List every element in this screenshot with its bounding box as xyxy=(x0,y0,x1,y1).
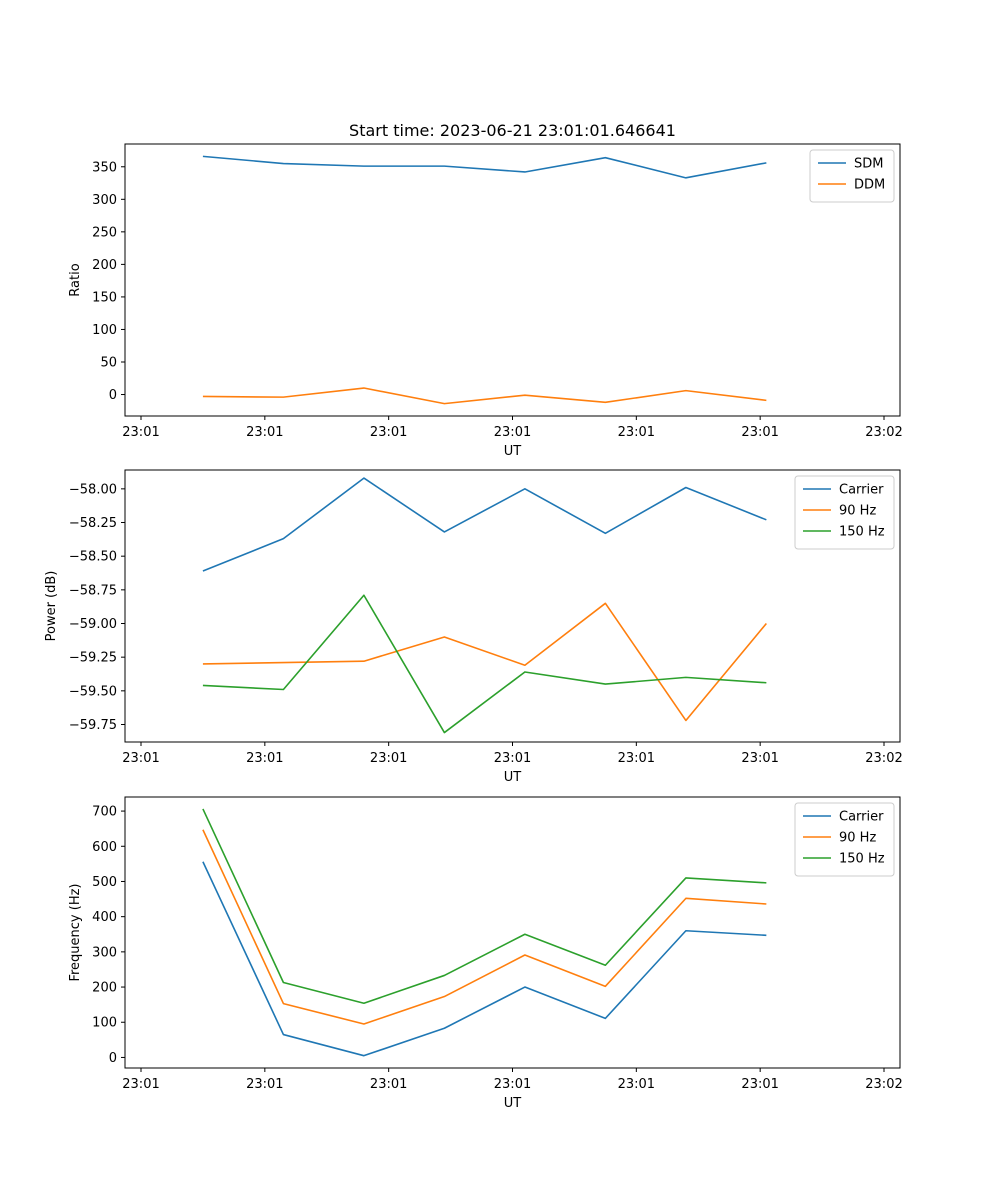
legend-label: 150 Hz xyxy=(839,525,885,540)
x-tick-label: 23:02 xyxy=(865,425,902,440)
x-tick-label: 23:01 xyxy=(246,425,283,440)
x-tick-label: 23:01 xyxy=(494,1077,531,1092)
series-line-ddm xyxy=(202,387,767,405)
y-tick-label: 250 xyxy=(92,225,117,240)
x-tick-label: 23:02 xyxy=(865,751,902,766)
series-line-150-hz xyxy=(202,594,767,734)
y-tick-label: −59.75 xyxy=(69,718,117,733)
legend-label: Carrier xyxy=(839,483,884,498)
y-tick-label: 350 xyxy=(92,160,117,175)
figure-title: Start time: 2023-06-21 23:01:01.646641 xyxy=(349,121,676,140)
y-axis-label: Power (dB) xyxy=(44,571,59,642)
x-axis-label: UT xyxy=(504,770,522,785)
y-axis-label: Frequency (Hz) xyxy=(68,883,83,981)
legend: SDM DDM xyxy=(809,149,895,203)
y-tick-label: 300 xyxy=(92,193,117,208)
legend: Carrier 90 Hz 150 Hz xyxy=(794,475,895,550)
y-tick-label: 200 xyxy=(92,258,117,273)
series-line-90-hz xyxy=(202,829,767,1025)
y-tick-label: 500 xyxy=(92,875,117,890)
y-tick-label: −59.00 xyxy=(69,617,117,632)
legend: Carrier 90 Hz 150 Hz xyxy=(794,802,895,877)
legend-label: 90 Hz xyxy=(839,831,876,846)
x-tick-label: 23:01 xyxy=(618,1077,655,1092)
legend-label: 90 Hz xyxy=(839,504,876,519)
series-line-carrier xyxy=(202,477,767,572)
y-tick-label: 50 xyxy=(100,355,117,370)
y-tick-label: −58.25 xyxy=(69,516,117,531)
x-tick-label: 23:02 xyxy=(865,1077,902,1092)
axes-frame xyxy=(124,796,901,1069)
x-tick-label: 23:01 xyxy=(494,425,531,440)
chart-panel-1: 23:01 23:01 23:01 23:01 23:01 23:01 23:02 0 50 10… xyxy=(68,143,903,459)
x-axis-label: UT xyxy=(504,444,522,459)
x-tick-label: 23:01 xyxy=(494,751,531,766)
x-tick-label: 23:01 xyxy=(618,751,655,766)
chart-panel-2: 23:01 23:01 23:01 23:01 23:01 23:01 23:02 −59.7… xyxy=(44,469,903,785)
legend-label: SDM xyxy=(854,157,883,172)
x-tick-label: 23:01 xyxy=(122,425,159,440)
y-tick-label: 100 xyxy=(92,323,117,338)
x-tick-label: 23:01 xyxy=(618,425,655,440)
y-tick-label: 400 xyxy=(92,910,117,925)
x-tick-label: 23:01 xyxy=(741,425,778,440)
y-axis-label: Ratio xyxy=(68,263,83,296)
x-tick-label: 23:01 xyxy=(122,1077,159,1092)
series-line-carrier xyxy=(202,861,767,1057)
x-tick-label: 23:01 xyxy=(246,751,283,766)
axes-frame xyxy=(124,469,901,743)
series-line-90-hz xyxy=(202,602,767,722)
legend-label: 150 Hz xyxy=(839,852,885,867)
y-tick-label: −58.00 xyxy=(69,482,117,497)
x-axis-label: UT xyxy=(504,1096,522,1111)
y-tick-label: 700 xyxy=(92,805,117,820)
y-tick-label: 0 xyxy=(109,1051,117,1066)
legend-label: DDM xyxy=(854,178,885,193)
y-tick-label: −58.75 xyxy=(69,583,117,598)
y-tick-label: −59.25 xyxy=(69,651,117,666)
y-tick-label: 300 xyxy=(92,945,117,960)
y-tick-label: 200 xyxy=(92,981,117,996)
x-tick-label: 23:01 xyxy=(370,1077,407,1092)
y-tick-label: −58.50 xyxy=(69,550,117,565)
x-tick-label: 23:01 xyxy=(246,1077,283,1092)
legend-label: Carrier xyxy=(839,810,884,825)
x-tick-label: 23:01 xyxy=(741,1077,778,1092)
chart-panel-3: 23:01 23:01 23:01 23:01 23:01 23:01 23:02 0 100 2… xyxy=(68,796,903,1111)
y-tick-label: 0 xyxy=(109,388,117,403)
y-tick-label: 600 xyxy=(92,840,117,855)
series-line-150-hz xyxy=(202,808,767,1005)
y-tick-label: 150 xyxy=(92,290,117,305)
x-tick-label: 23:01 xyxy=(370,751,407,766)
series-line-sdm xyxy=(202,155,767,179)
axes-frame xyxy=(124,143,901,417)
x-tick-label: 23:01 xyxy=(741,751,778,766)
y-tick-label: −59.50 xyxy=(69,684,117,699)
x-tick-label: 23:01 xyxy=(122,751,159,766)
y-tick-label: 100 xyxy=(92,1016,117,1031)
x-tick-label: 23:01 xyxy=(370,425,407,440)
